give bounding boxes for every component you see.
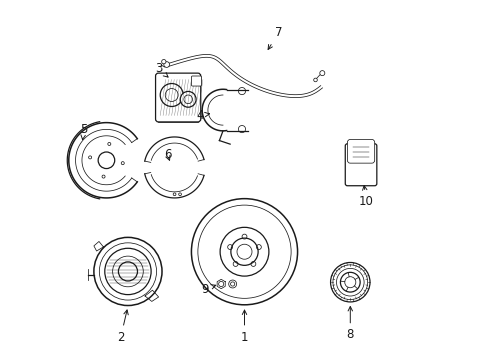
Circle shape — [162, 59, 165, 64]
Text: 9: 9 — [201, 283, 215, 296]
Circle shape — [165, 89, 178, 102]
Text: 2: 2 — [117, 310, 128, 343]
FancyBboxPatch shape — [346, 139, 374, 163]
FancyBboxPatch shape — [155, 73, 201, 122]
Text: 8: 8 — [346, 306, 353, 341]
Text: 10: 10 — [358, 186, 373, 208]
Text: 5: 5 — [80, 123, 87, 140]
Circle shape — [163, 62, 169, 67]
Text: 6: 6 — [163, 148, 171, 161]
Circle shape — [194, 78, 199, 84]
Circle shape — [173, 193, 176, 195]
FancyBboxPatch shape — [345, 144, 376, 186]
Circle shape — [191, 199, 297, 305]
Text: 3: 3 — [154, 62, 168, 77]
Circle shape — [94, 237, 162, 306]
Circle shape — [180, 91, 196, 107]
Circle shape — [183, 95, 192, 104]
Circle shape — [330, 262, 369, 302]
Circle shape — [319, 71, 324, 76]
Circle shape — [178, 193, 181, 195]
Text: 1: 1 — [240, 310, 248, 343]
Text: 7: 7 — [267, 27, 282, 49]
Circle shape — [313, 78, 317, 82]
FancyBboxPatch shape — [191, 76, 201, 86]
Circle shape — [160, 84, 183, 107]
Text: 4: 4 — [196, 109, 209, 122]
